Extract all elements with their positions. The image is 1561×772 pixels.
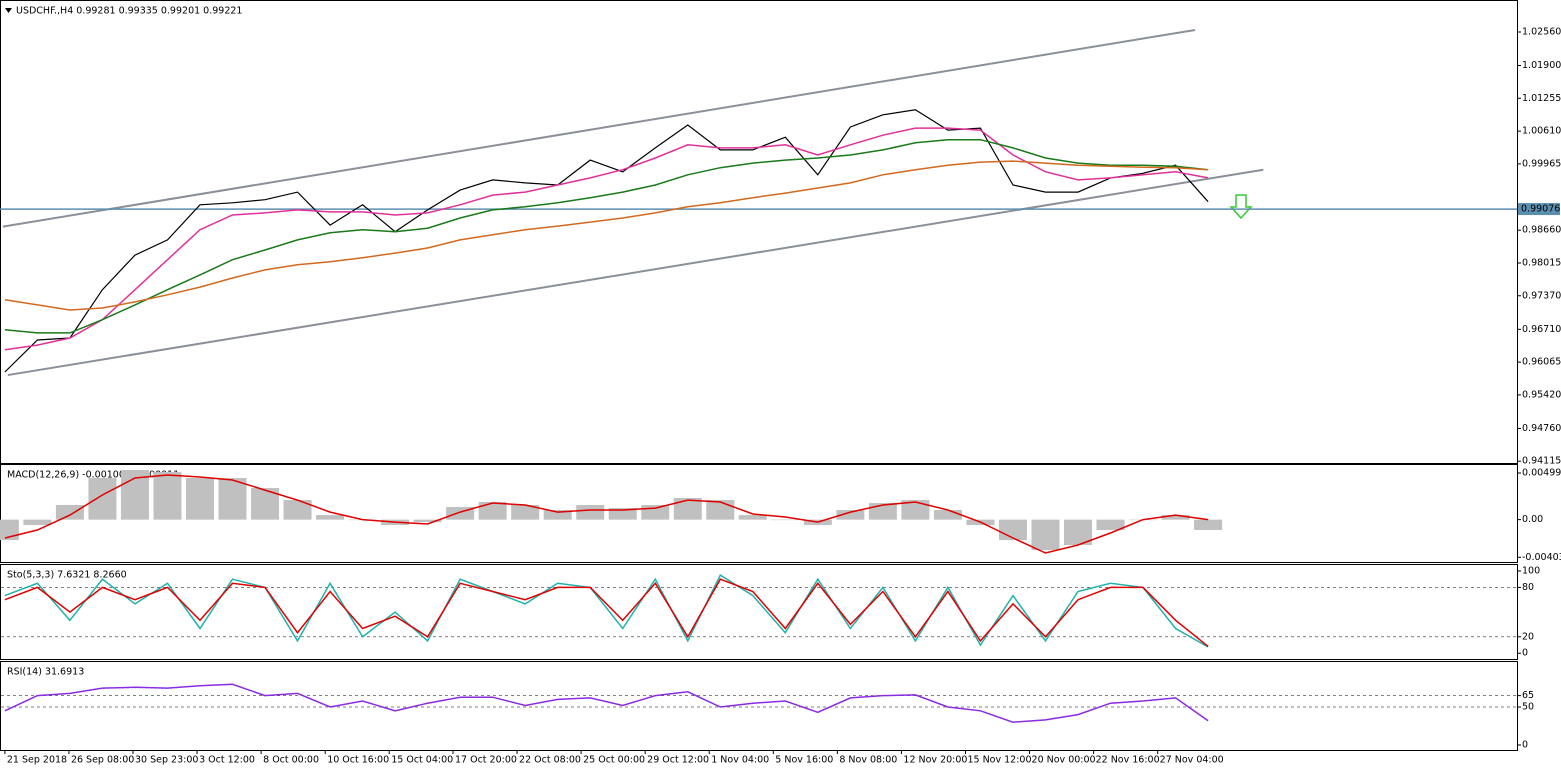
x-tick-label: 30 Sep 23:00 [135, 755, 198, 766]
y-tick-label: 50 [1522, 702, 1534, 713]
y-tick-label: 0.94760 [1522, 423, 1561, 434]
y-tick-label: 0.004997 [1522, 468, 1561, 479]
x-tick-label: 29 Oct 12:00 [647, 755, 709, 766]
histogram-bar [413, 519, 442, 523]
series-line [4, 160, 1209, 311]
x-tick-label: 1 Nov 04:00 [711, 755, 769, 766]
menu-triangle [5, 8, 12, 13]
x-tick-label: 25 Oct 00:00 [583, 755, 645, 766]
histogram-bar [55, 504, 84, 520]
histogram-bar [511, 504, 540, 520]
y-tick-label: 100 [1522, 565, 1540, 576]
x-tick-label: 15 Oct 04:00 [391, 755, 453, 766]
panel-frame [0, 0, 1518, 464]
x-tick-label: 21 Sep 2018 [7, 755, 67, 766]
x-tick-label: 20 Nov 00:00 [1032, 755, 1096, 766]
series-line [4, 474, 1209, 554]
y-tick-label: 0.99965 [1522, 158, 1561, 169]
histogram-bar [1031, 519, 1060, 551]
hline-label-box [1518, 203, 1560, 216]
x-tick-label: 8 Oct 00:00 [263, 755, 319, 766]
y-tick-label: 0.95420 [1522, 389, 1561, 400]
y-tick-label: 0.00 [1522, 514, 1543, 525]
histogram-bar [185, 478, 214, 520]
series-line [4, 127, 1209, 351]
y-tick-label: 0.94115 [1522, 456, 1561, 467]
panel-title: USDCHF.,H4 0.99281 0.99335 0.99201 0.992… [16, 6, 242, 17]
y-tick-label: -0.004033 [1522, 552, 1561, 563]
y-tick-label: 0.96710 [1522, 324, 1561, 335]
panel-title: MACD(12,26,9) -0.001007 0.000011 [7, 470, 179, 481]
y-tick-label: 1.00610 [1522, 126, 1561, 137]
x-tick-label: 8 Nov 08:00 [839, 755, 897, 766]
histogram-bar [836, 510, 865, 520]
x-tick-label: 26 Sep 08:00 [71, 755, 134, 766]
x-tick-label: 3 Oct 12:00 [199, 755, 255, 766]
y-tick-label: 1.01900 [1522, 60, 1561, 71]
histogram-bar [641, 504, 670, 520]
histogram-bar [1096, 519, 1125, 530]
panel-frame [0, 464, 1518, 563]
histogram-bar [1194, 519, 1223, 530]
x-tick-label: 12 Nov 20:00 [903, 755, 967, 766]
histogram-bar [771, 519, 800, 521]
trendline [2, 28, 1196, 228]
series-line [4, 578, 1209, 647]
histogram-bar [738, 515, 767, 520]
y-tick-label: 65 [1522, 690, 1534, 701]
histogram-bar [998, 519, 1027, 541]
y-tick-label: 0.98015 [1522, 257, 1561, 268]
hline-label: 0.99076 [1521, 204, 1560, 215]
x-tick-label: 22 Nov 16:00 [1096, 755, 1160, 766]
y-tick-label: 0.98660 [1522, 225, 1561, 236]
y-tick-label: 1.01255 [1522, 93, 1561, 104]
histogram-bar [218, 478, 247, 520]
histogram-bar [933, 510, 962, 520]
x-tick-label: 27 Nov 04:00 [1160, 755, 1224, 766]
x-tick-label: 17 Oct 20:00 [455, 755, 517, 766]
histogram-bar [316, 515, 345, 520]
histogram-bar [901, 500, 930, 520]
histogram-bar [23, 519, 52, 526]
y-tick-label: 1.02560 [1522, 26, 1561, 37]
x-tick-label: 22 Oct 08:00 [519, 755, 581, 766]
series-line [4, 683, 1209, 723]
sell-arrow [1229, 194, 1253, 220]
histogram-bar [153, 472, 182, 520]
histogram-bar [88, 478, 117, 520]
histogram-bar [1161, 515, 1190, 520]
series-line [4, 574, 1209, 648]
histogram-bar [673, 498, 702, 520]
y-tick-label: 0.96065 [1522, 357, 1561, 368]
series-line [4, 138, 1209, 334]
y-tick-label: 0 [1522, 739, 1528, 750]
x-tick-label: 5 Nov 16:00 [775, 755, 833, 766]
series-line [4, 109, 1209, 373]
x-tick-label: 15 Nov 12:00 [967, 755, 1031, 766]
histogram-bar [576, 504, 605, 520]
histogram-bar [283, 500, 312, 520]
y-tick-label: 80 [1522, 582, 1534, 593]
histogram-bar [478, 502, 507, 520]
y-tick-label: 0.97370 [1522, 290, 1561, 301]
x-tick-label: 10 Oct 16:00 [327, 755, 389, 766]
panel-frame [0, 564, 1518, 660]
trendline [7, 168, 1264, 377]
histogram-bar [608, 508, 637, 520]
histogram-bar [706, 500, 735, 520]
panel-title: Sto(5,3,3) 7.6321 8.2660 [7, 570, 127, 581]
y-tick-label: 0 [1522, 648, 1528, 659]
panel-title: RSI(14) 31.6913 [7, 667, 84, 678]
histogram-bar [543, 510, 572, 520]
y-tick-label: 20 [1522, 631, 1534, 642]
panel-frame [0, 661, 1518, 751]
